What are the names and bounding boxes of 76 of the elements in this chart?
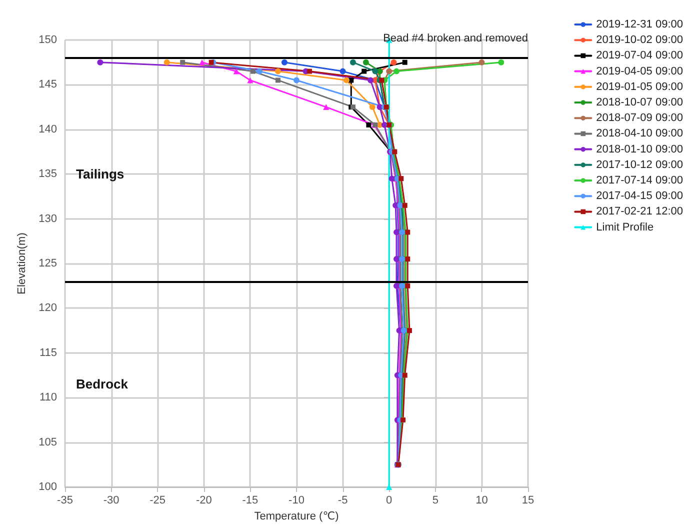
legend-label: 2019-07-04 09:00 — [596, 50, 684, 62]
point — [344, 77, 350, 84]
y-tick-label: 125 — [38, 258, 57, 270]
y-tick-label: 105 — [38, 436, 57, 448]
legend-label: Limit Profile — [596, 221, 654, 234]
point — [323, 104, 330, 110]
point — [294, 77, 300, 84]
point — [180, 60, 186, 65]
x-tick-label: -10 — [288, 494, 304, 506]
point — [350, 59, 356, 66]
point — [256, 68, 262, 74]
x-tick-label: -15 — [242, 494, 258, 506]
point — [366, 122, 372, 128]
point — [394, 68, 400, 74]
point — [306, 68, 312, 74]
legend-label: 2018-01-10 09:00 — [596, 143, 684, 156]
point — [390, 59, 397, 66]
point — [405, 283, 410, 288]
y-tick-label: 130 — [38, 212, 57, 225]
point — [379, 78, 384, 83]
x-tick-label: -35 — [57, 494, 73, 506]
point — [398, 176, 404, 182]
point — [362, 59, 369, 66]
point — [402, 60, 408, 65]
y-tick-label: 135 — [38, 168, 57, 180]
x-tick-label: -20 — [196, 494, 212, 506]
legend-label: 2017-02-21 12:00 — [596, 206, 684, 218]
legend-label: 2018-07-09 09:00 — [596, 112, 684, 124]
point — [274, 68, 281, 74]
x-tick-label: 5 — [432, 494, 438, 506]
point — [372, 68, 378, 74]
legend-label: 2017-07-14 09:00 — [596, 174, 684, 186]
x-tick-label: -25 — [150, 494, 166, 506]
point — [362, 68, 367, 74]
x-tick-label: -5 — [338, 494, 348, 506]
point — [478, 59, 485, 66]
legend-label: 2019-01-05 09:00 — [596, 80, 684, 93]
y-tick-label: 115 — [39, 346, 57, 359]
y-axis-title: Elevation(m) — [16, 232, 28, 294]
point — [208, 60, 214, 65]
legend-label: 2018-10-07 09:00 — [596, 96, 684, 108]
y-tick-label: 145 — [38, 78, 57, 91]
legend-label: 2019-12-31 09:00 — [596, 18, 684, 30]
annotation: Bedrock — [76, 376, 129, 392]
point — [405, 256, 410, 262]
legend-label: 2017-04-15 09:00 — [596, 190, 684, 202]
point — [369, 104, 376, 110]
point — [199, 59, 206, 66]
x-tick-label: 15 — [522, 494, 534, 506]
point — [247, 77, 254, 84]
point — [405, 230, 410, 235]
legend-label: 2019-04-05 09:00 — [596, 65, 684, 78]
point — [275, 78, 280, 83]
annotation: Tailings — [76, 166, 124, 182]
point — [368, 77, 374, 84]
point — [97, 59, 104, 66]
y-tick-label: 100 — [38, 481, 57, 493]
point — [281, 59, 288, 66]
x-axis-title: Temperature (℃) — [254, 510, 339, 522]
point — [250, 68, 256, 74]
point — [498, 59, 504, 66]
y-tick-label: 110 — [39, 392, 57, 404]
point — [340, 68, 346, 74]
legend-label: 2018-04-10 09:00 — [596, 128, 684, 140]
point — [164, 59, 170, 66]
x-tick-label: -30 — [103, 494, 120, 506]
legend-label: 2017-10-12 09:00 — [596, 158, 684, 171]
y-tick-label: 120 — [38, 302, 57, 314]
x-tick-label: 0 — [386, 494, 392, 506]
y-tick-label: 140 — [38, 123, 57, 136]
point — [388, 176, 395, 182]
point — [386, 68, 392, 74]
legend-label: 2019-10-02 09:00 — [596, 34, 684, 46]
point — [233, 68, 240, 74]
y-tick-label: 150 — [38, 34, 57, 46]
x-tick-label: 10 — [476, 494, 488, 506]
